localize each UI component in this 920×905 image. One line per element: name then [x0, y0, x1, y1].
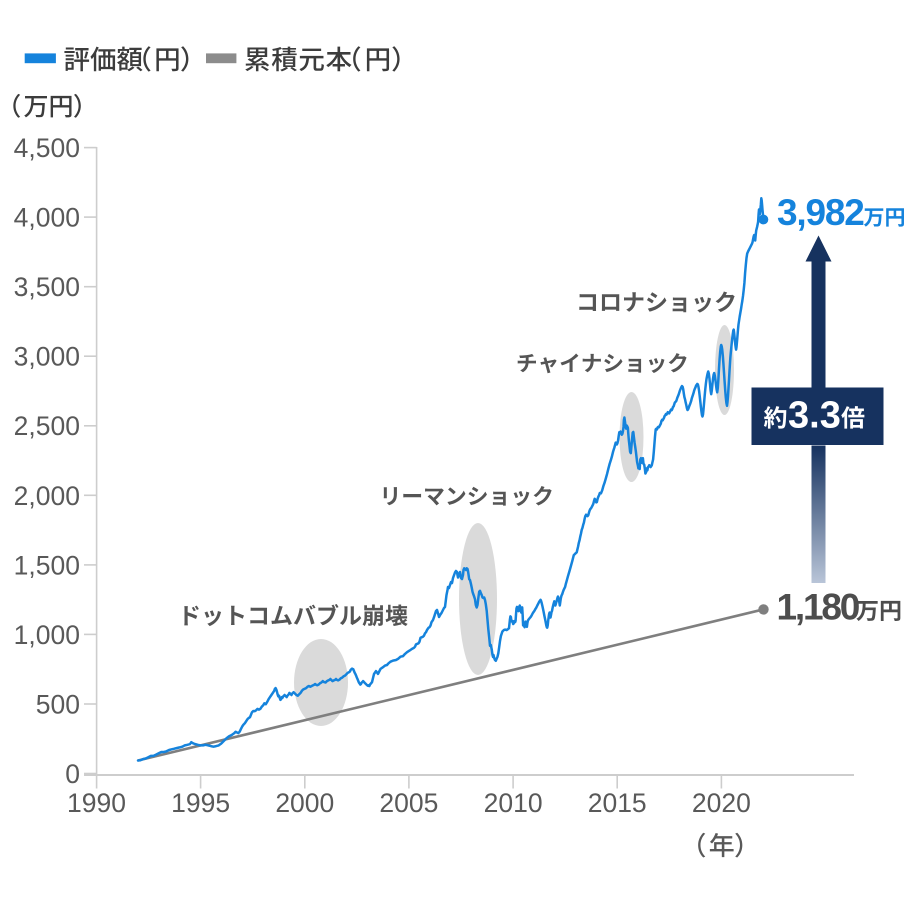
- svg-text:2000: 2000: [275, 788, 334, 818]
- svg-text:500: 500: [36, 690, 80, 720]
- svg-text:2,500: 2,500: [14, 411, 80, 441]
- svg-text:1995: 1995: [171, 788, 230, 818]
- svg-text:0: 0: [65, 759, 80, 789]
- svg-text:3,982: 3,982: [777, 192, 864, 233]
- svg-text:2,000: 2,000: [14, 481, 80, 511]
- svg-text:2010: 2010: [484, 788, 543, 818]
- svg-text:3,000: 3,000: [14, 342, 80, 372]
- svg-text:4,500: 4,500: [14, 133, 80, 163]
- svg-text:4,000: 4,000: [14, 203, 80, 233]
- svg-text:1,000: 1,000: [14, 620, 80, 650]
- svg-text:1,500: 1,500: [14, 550, 80, 580]
- svg-text:2015: 2015: [588, 788, 647, 818]
- svg-text:3,500: 3,500: [14, 272, 80, 302]
- svg-text:1990: 1990: [67, 788, 126, 818]
- svg-text:2020: 2020: [692, 788, 751, 818]
- svg-text:2005: 2005: [379, 788, 438, 818]
- svg-text:1,180: 1,180: [777, 587, 860, 628]
- svg-text:3.3: 3.3: [788, 395, 841, 437]
